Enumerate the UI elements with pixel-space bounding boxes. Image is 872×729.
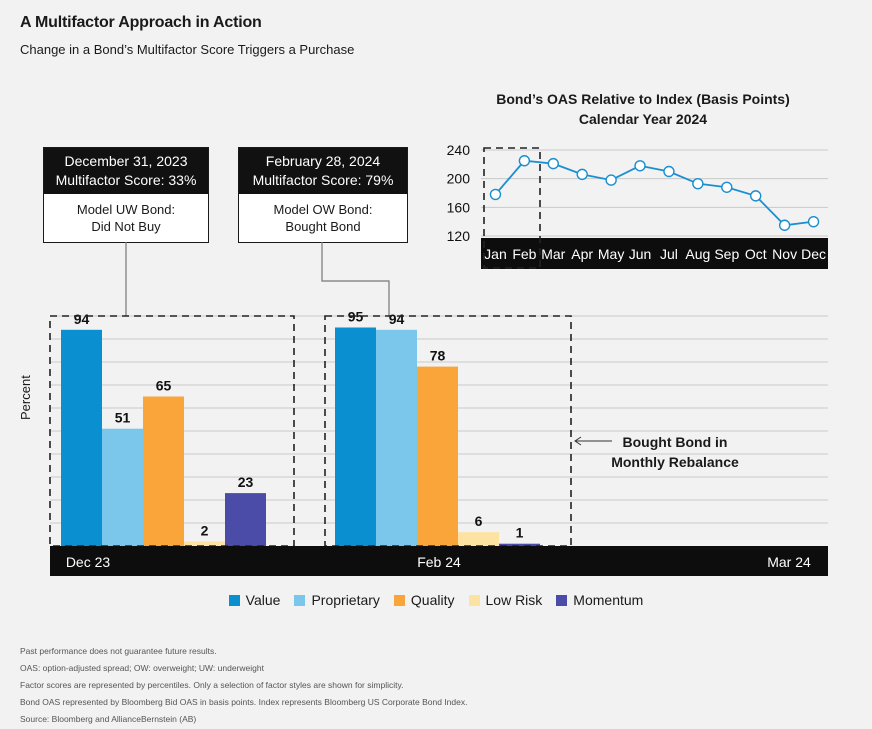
rebalance-line1: Bought Bond in (622, 434, 728, 450)
month-label: May (598, 246, 624, 262)
footnote: Factor scores are represented by percent… (20, 680, 404, 690)
bar-value-label: 65 (156, 378, 172, 394)
bar-low-risk (184, 541, 225, 546)
callout-date: December 31, 2023 (64, 153, 188, 169)
oas-point (692, 177, 704, 190)
chart-subtitle: Change in a Bond’s Multifactor Score Tri… (20, 42, 355, 57)
footnote: Past performance does not guarantee futu… (20, 646, 217, 656)
legend-item-low-risk: Low Risk (468, 592, 543, 608)
month-label: Sep (714, 246, 739, 262)
x-tick-label: Dec 23 (66, 554, 111, 570)
bar-value-label: 94 (74, 311, 90, 327)
y-tick-label: 240 (447, 142, 471, 158)
rebalance-annotation: Bought Bond in Monthly Rebalance (590, 432, 760, 472)
bar-value-label: 78 (430, 348, 446, 364)
bar-low-risk (458, 532, 499, 546)
oas-point (663, 165, 675, 178)
legend-item-value: Value (228, 592, 281, 608)
callout-model: Model UW Bond: (76, 202, 176, 217)
oas-point (489, 188, 502, 201)
bar-value-label: 94 (389, 311, 405, 327)
month-label: Dec (801, 246, 826, 262)
oas-point (547, 157, 559, 170)
legend-swatch (468, 594, 480, 606)
month-label: Nov (772, 246, 797, 262)
bar-proprietary (102, 428, 143, 546)
month-label: Mar (541, 246, 565, 262)
arrow-head (574, 436, 582, 446)
footnote: Bond OAS represented by Bloomberg Bid OA… (20, 697, 468, 707)
line-chart-title: Bond’s OAS Relative to Index (Basis Poin… (478, 89, 808, 129)
bar-value (61, 329, 102, 546)
bar-value-label: 2 (201, 522, 209, 538)
rebalance-line2: Monthly Rebalance (611, 454, 739, 470)
oas-point (721, 181, 733, 193)
legend-label: Momentum (573, 592, 644, 608)
legend-item-quality: Quality (393, 592, 455, 608)
bar-momentum (499, 543, 540, 546)
chart-title: A Multifactor Approach in Action (20, 14, 262, 31)
month-label: Apr (571, 246, 593, 262)
oas-line (494, 159, 814, 227)
legend-swatch (228, 594, 240, 606)
x-tick-label: Mar 24 (767, 554, 811, 570)
oas-point (778, 219, 791, 231)
callout-score: Multifactor Score: 33% (55, 172, 197, 188)
highlight-frame (49, 315, 295, 547)
bar-quality (143, 396, 184, 546)
x-tick-label: Feb 24 (417, 554, 461, 570)
legend-item-proprietary: Proprietary (294, 592, 380, 608)
oas-point (807, 215, 820, 228)
oas-point (634, 160, 646, 172)
callout-model: Model OW Bond: (273, 202, 373, 217)
oas-point (518, 155, 531, 167)
legend-label: Value (245, 592, 281, 608)
legend-swatch (393, 594, 405, 606)
bar-momentum (225, 493, 266, 546)
bar-quality (417, 366, 458, 546)
month-label: Jul (660, 246, 678, 262)
line-chart-title-text: Bond’s OAS Relative to Index (Basis Poin… (496, 91, 790, 107)
callout-dec-2023: December 31, 2023 Multifactor Score: 33%… (43, 147, 209, 243)
callout-connector (321, 242, 390, 316)
y-tick-label: 160 (447, 199, 471, 215)
oas-point (750, 190, 762, 202)
y-tick-label: 120 (447, 228, 471, 244)
oas-point (605, 174, 617, 186)
callout-action: Bought Bond (285, 219, 361, 234)
highlight-frame (324, 315, 572, 547)
bar-value-label: 1 (516, 525, 524, 541)
month-label: Jan (484, 246, 507, 262)
bar-value-label: 51 (115, 410, 131, 426)
y-tick-label: 200 (447, 171, 471, 187)
bar-value (335, 327, 376, 546)
legend-label: Quality (410, 592, 455, 608)
legend-swatch (294, 594, 306, 606)
callout-score: Multifactor Score: 79% (252, 172, 394, 188)
footnote: OAS: option-adjusted spread; OW: overwei… (20, 663, 264, 673)
legend-swatch (556, 594, 568, 606)
bar-proprietary (376, 329, 417, 546)
callout-date: February 28, 2024 (265, 153, 381, 169)
legend-label: Low Risk (485, 592, 543, 608)
footnotes: Past performance does not guarantee futu… (20, 643, 467, 728)
x-axis-band (50, 546, 828, 576)
legend-label: Proprietary (311, 592, 380, 608)
callout-feb-2024: February 28, 2024 Multifactor Score: 79%… (238, 147, 408, 243)
month-label: Aug (685, 246, 710, 262)
month-label: Feb (512, 246, 536, 262)
line-x-axis-band (481, 238, 828, 269)
line-highlight-frame (483, 147, 541, 269)
legend-item-momentum: Momentum (556, 592, 643, 608)
bar-value-label: 6 (475, 513, 483, 529)
oas-point (576, 168, 588, 181)
line-chart-subtitle: Calendar Year 2024 (578, 111, 708, 127)
legend: Value Proprietary Quality Low Risk Momen… (0, 592, 872, 608)
bar-value-label: 23 (238, 474, 254, 490)
callout-action: Did Not Buy (91, 219, 161, 234)
month-label: Jun (629, 246, 652, 262)
footnote: Source: Bloomberg and AllianceBernstein … (20, 714, 197, 724)
month-label: Oct (745, 246, 767, 262)
